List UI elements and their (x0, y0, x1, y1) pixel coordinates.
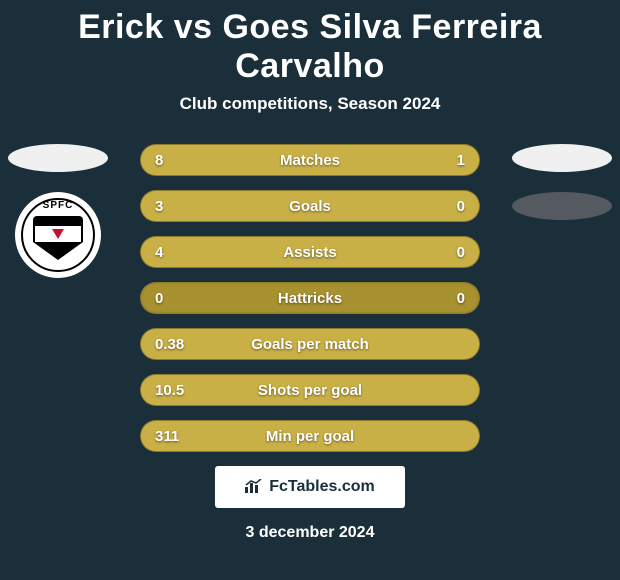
stat-value-right: 0 (419, 290, 479, 307)
stat-label: Assists (201, 244, 419, 261)
stat-value-left: 311 (141, 428, 201, 445)
right-player-photo-placeholder (512, 144, 612, 172)
club-badge: SPFC (15, 192, 101, 278)
badge-shield-icon (33, 216, 83, 260)
stat-label: Goals per match (201, 336, 419, 353)
brand-watermark: FcTables.com (215, 466, 405, 508)
left-player-column: SPFC (8, 144, 108, 278)
stat-value-left: 3 (141, 198, 201, 215)
stat-value-right: 0 (419, 198, 479, 215)
content-area: SPFC 8Matches13Goals04Assists00Hattricks… (0, 144, 620, 452)
stat-label: Shots per goal (201, 382, 419, 399)
stat-value-left: 10.5 (141, 382, 201, 399)
comparison-title: Erick vs Goes Silva Ferreira Carvalho (0, 0, 620, 86)
stat-value-right: 0 (419, 244, 479, 261)
stat-row: 0Hattricks0 (140, 282, 480, 314)
stat-value-left: 0 (141, 290, 201, 307)
right-player-column (512, 144, 612, 240)
stat-label: Min per goal (201, 428, 419, 445)
stats-list: 8Matches13Goals04Assists00Hattricks00.38… (140, 144, 480, 452)
stat-value-left: 8 (141, 152, 201, 169)
stat-value-right: 1 (419, 152, 479, 169)
brand-text: FcTables.com (269, 478, 375, 496)
right-club-badge-placeholder (512, 192, 612, 220)
stat-value-left: 0.38 (141, 336, 201, 353)
stat-row: 10.5Shots per goal (140, 374, 480, 406)
stat-row: 311Min per goal (140, 420, 480, 452)
left-player-photo-placeholder (8, 144, 108, 172)
badge-text: SPFC (43, 200, 74, 211)
stat-row: 4Assists0 (140, 236, 480, 268)
stat-row: 0.38Goals per match (140, 328, 480, 360)
stat-row: 8Matches1 (140, 144, 480, 176)
stat-row: 3Goals0 (140, 190, 480, 222)
stat-value-left: 4 (141, 244, 201, 261)
chart-icon (245, 479, 263, 496)
stat-label: Goals (201, 198, 419, 215)
stat-label: Matches (201, 152, 419, 169)
infographic-date: 3 december 2024 (0, 524, 620, 542)
comparison-subtitle: Club competitions, Season 2024 (0, 94, 620, 114)
stat-label: Hattricks (201, 290, 419, 307)
